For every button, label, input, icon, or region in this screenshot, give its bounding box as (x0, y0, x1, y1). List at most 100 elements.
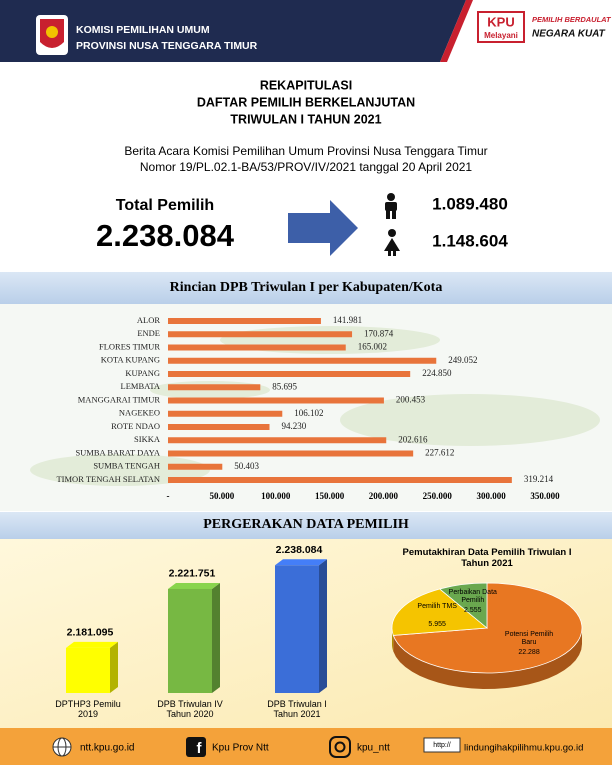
value-label: 200.453 (396, 395, 426, 405)
y-tick-label: FLORES TIMUR (99, 341, 160, 351)
facebook-icon: f (186, 737, 206, 757)
bar (168, 344, 346, 351)
bar (275, 565, 319, 693)
value-label: 202.616 (398, 434, 428, 444)
province-name: PROVINSI NUSA TENGGARA TIMUR (76, 40, 258, 52)
y-tick-label: SUMBA BARAT DAYA (75, 447, 160, 457)
bar (168, 450, 414, 457)
slice-value: 22.288 (518, 648, 540, 656)
slice-label: Potensi Pemilih Baru (504, 630, 554, 646)
title: REKAPITULASI (260, 78, 352, 92)
total-value: 2.238.084 (96, 218, 235, 253)
url-icon: http:// (433, 742, 451, 749)
slice-value: 5.955 (428, 620, 446, 628)
slogan: PEMILIH BERDAULAT (532, 15, 612, 24)
slice-value: 2.555 (464, 606, 482, 614)
x-tick-label: DPB Triwulan I Tahun 2021 (267, 699, 327, 720)
x-tick-label: 100.000 (261, 491, 291, 501)
footer-link[interactable]: ntt.kpu.go.id (80, 743, 134, 754)
title: TRIWULAN I TAHUN 2021 (230, 112, 381, 126)
value-label: 2.181.095 (67, 627, 114, 639)
value-label: 106.102 (294, 408, 323, 418)
value-label: 50.403 (234, 461, 259, 471)
footer-link[interactable]: Kpu Prov Ntt (212, 743, 269, 754)
value-label: 2.221.751 (169, 568, 216, 580)
y-tick-label: SUMBA TENGAH (93, 461, 160, 471)
bar (66, 647, 110, 693)
value-label: 224.850 (422, 368, 452, 378)
female-value: 1.148.604 (432, 231, 508, 250)
slice-label: Pemilih TMS (417, 602, 457, 610)
slogan: NEGARA KUAT (532, 29, 606, 40)
bar (168, 437, 387, 444)
bar (168, 331, 353, 338)
y-tick-label: NAGEKEO (119, 408, 160, 418)
y-tick-label: ROTE NDAO (111, 421, 160, 431)
x-tick-label: - (167, 491, 170, 501)
value-label: 2.238.084 (276, 544, 323, 556)
badge: KPU (487, 14, 514, 29)
male-value: 1.089.480 (432, 194, 508, 213)
male-icon (385, 193, 397, 219)
x-tick-label: DPB Triwulan IV Tahun 2020 (157, 699, 223, 720)
value-label: 170.874 (364, 328, 394, 338)
kpu-logo (36, 15, 68, 55)
bar (168, 384, 261, 391)
badge-sub: Melayani (484, 31, 518, 40)
y-tick-label: KUPANG (125, 368, 160, 378)
value-label: 165.002 (358, 342, 387, 352)
x-tick-label: 50.000 (209, 491, 234, 501)
value-label: 249.052 (448, 355, 477, 365)
bar-side (319, 559, 327, 693)
bar (168, 424, 270, 430)
url-icon-box (423, 737, 461, 753)
x-tick-label: 300.000 (477, 491, 507, 501)
header-band (0, 0, 466, 62)
y-tick-label: MANGGARAI TIMUR (78, 394, 161, 404)
chart-title: Pemutakhiran Data Pemilih Triwulan I Tah… (402, 547, 572, 569)
y-tick-label: LEMBATA (121, 381, 161, 391)
arrow (288, 200, 358, 256)
footer-band (0, 728, 612, 765)
bar (168, 477, 512, 483)
footer-link[interactable]: lindungihakpilihmu.kpu.go.id (464, 743, 583, 754)
bar (168, 397, 384, 404)
section-title: Rincian DPB Triwulan I per Kabupaten/Kot… (170, 280, 443, 295)
bar (168, 463, 223, 470)
x-tick-label: 200.000 (369, 491, 399, 501)
pie-slice (392, 582, 583, 674)
pie-slice (391, 588, 489, 636)
x-tick-label: 150.000 (315, 491, 345, 501)
bar (168, 410, 283, 417)
y-tick-label: ENDE (137, 328, 160, 338)
header-stripe (440, 0, 473, 62)
pie-side (392, 628, 394, 652)
x-tick-label: 350.000 (530, 491, 560, 501)
web-icon (52, 737, 72, 757)
reference: Nomor 19/PL.02.1-BA/53/PROV/IV/2021 tang… (140, 160, 473, 174)
org-name: KOMISI PEMILIHAN UMUM (76, 24, 210, 36)
bar-top (275, 559, 327, 566)
value-label: 94.230 (281, 421, 306, 431)
value-label: 227.612 (425, 448, 454, 458)
title: DAFTAR PEMILIH BERKELANJUTAN (197, 95, 415, 109)
section-band (0, 272, 612, 304)
y-tick-label: KOTA KUPANG (101, 355, 160, 365)
footer-link[interactable]: kpu_ntt (357, 743, 390, 754)
bar-side (212, 582, 220, 693)
section-title: PERGERAKAN DATA PEMILIH (203, 517, 409, 532)
badge-box (477, 11, 525, 43)
x-tick-label: 250.000 (423, 491, 453, 501)
bar (168, 357, 437, 364)
bar-top (66, 641, 118, 648)
female-icon (384, 229, 400, 256)
slice-label: Perbaikan Data Pemilih (448, 588, 497, 604)
value-label: 85.695 (272, 381, 297, 391)
reference: Berita Acara Komisi Pemilihan Umum Provi… (124, 144, 487, 158)
bar (168, 371, 411, 377)
value-label: 319.214 (524, 474, 554, 484)
value-label: 141.981 (333, 315, 362, 325)
bar-top (168, 582, 220, 589)
